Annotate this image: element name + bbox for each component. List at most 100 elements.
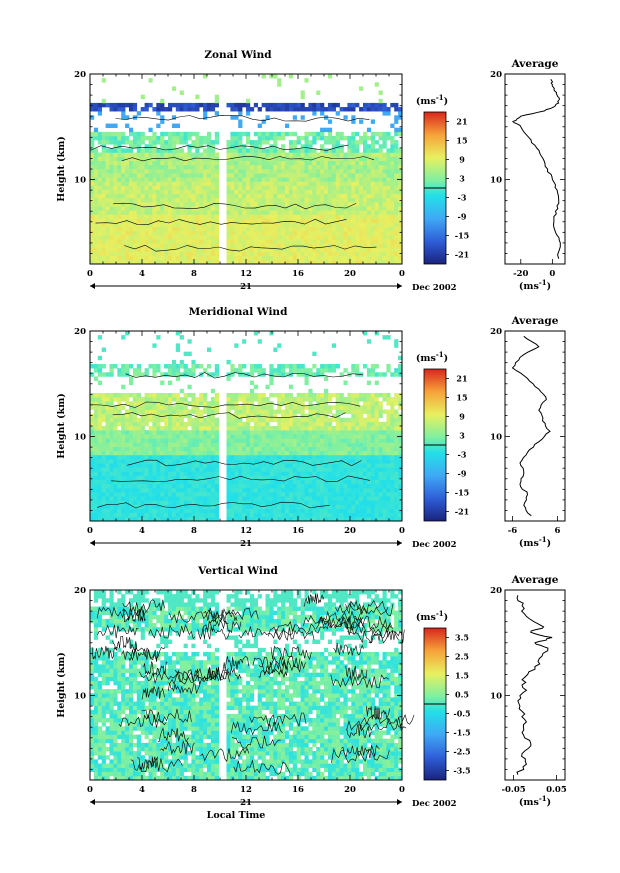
heatmap-cell [179, 202, 184, 207]
heatmap-cell [125, 500, 130, 505]
heatmap-cell [343, 496, 348, 501]
heatmap-cell [316, 90, 321, 95]
heatmap-cell [101, 185, 106, 190]
heatmap-cell [195, 148, 200, 153]
heatmap-cell [105, 496, 110, 501]
heatmap-cell [288, 512, 294, 518]
heatmap-cell [288, 218, 294, 223]
heatmap-cell [366, 152, 372, 157]
heatmap-cell [203, 401, 208, 406]
heatmap-cell [312, 512, 317, 518]
heatmap-cell [374, 251, 379, 257]
heatmap-cell [359, 226, 364, 232]
heatmap-cell [129, 226, 134, 232]
heatmap-cell [320, 450, 325, 456]
heatmap-cell [261, 202, 266, 207]
heatmap-cell [366, 496, 372, 501]
heatmap-cell [390, 239, 395, 244]
heatmap-cell [117, 235, 122, 240]
heatmap-cell [144, 479, 149, 485]
heatmap-cell [136, 230, 141, 236]
heatmap-cell [97, 247, 102, 252]
heatmap-cell [312, 434, 317, 439]
heatmap-cell [253, 405, 258, 410]
heatmap-cell [144, 251, 149, 257]
heatmap-cell [366, 475, 372, 480]
heatmap-cell [168, 500, 173, 505]
heatmap-cell [296, 173, 301, 178]
heatmap-cell [382, 438, 387, 443]
heatmap-cell [109, 107, 114, 112]
heatmap-cell [242, 450, 247, 456]
heatmap-cell [109, 251, 114, 257]
heatmap-cell [230, 259, 235, 265]
heatmap-cell [343, 475, 348, 480]
heatmap-cell [398, 259, 403, 265]
heatmap-cell [261, 74, 266, 79]
heatmap-cell [281, 144, 286, 149]
heatmap-cell [168, 206, 173, 211]
heatmap-cell [355, 243, 360, 248]
heatmap-cell [109, 405, 114, 410]
heatmap-cell [285, 214, 290, 219]
heatmap-cell [366, 463, 372, 468]
heatmap-cell [378, 438, 383, 443]
heatmap-cell [300, 479, 305, 485]
heatmap-cell [386, 417, 391, 423]
heatmap-cell [273, 413, 278, 419]
heatmap-cell [300, 144, 305, 149]
heatmap-cell [265, 197, 270, 203]
heatmap-cell [183, 450, 188, 456]
heatmap-cell [394, 500, 399, 505]
heatmap-cell [359, 135, 364, 141]
heatmap-cell [253, 463, 258, 468]
heatmap-cell [347, 148, 352, 153]
heatmap-cell [370, 210, 375, 215]
heatmap-cell [226, 210, 231, 215]
heatmap-cell [343, 255, 348, 261]
heatmap-cell [398, 438, 403, 443]
heatmap-cell [179, 239, 184, 244]
heatmap-cell [374, 181, 379, 186]
heatmap-cell [320, 156, 325, 162]
heatmap-cell [285, 202, 290, 207]
heatmap-cell [140, 177, 145, 182]
heatmap-cell [246, 405, 251, 410]
heatmap-cell [93, 177, 99, 182]
heatmap-cell [90, 417, 95, 423]
heatmap-cell [347, 508, 352, 514]
heatmap-cell [203, 140, 208, 145]
heatmap-cell [382, 487, 387, 493]
heatmap-cell [386, 230, 391, 236]
heatmap-cell [140, 135, 145, 141]
heatmap-cell [390, 160, 395, 166]
heatmap-cell [183, 459, 188, 464]
heatmap-cell [156, 450, 161, 456]
heatmap-cell [191, 102, 196, 108]
heatmap-cell [129, 210, 134, 215]
heatmap-cell [129, 417, 134, 423]
heatmap-cell [109, 500, 114, 505]
heatmap-cell [253, 259, 258, 265]
heatmap-cell [316, 426, 321, 431]
heatmap-cell [187, 454, 192, 460]
heatmap-cell [370, 492, 375, 497]
heatmap-cell [277, 156, 282, 162]
heatmap-cell [144, 230, 149, 236]
heatmap-cell [339, 459, 344, 464]
heatmap-cell [160, 467, 165, 472]
heatmap-cell [117, 417, 122, 423]
heatmap-cell [327, 243, 333, 248]
heatmap-cell [366, 421, 372, 427]
heatmap-cell [390, 193, 395, 199]
heatmap-cell [226, 434, 231, 439]
heatmap-cell [195, 516, 200, 522]
heatmap-cell [90, 189, 95, 195]
heatmap-cell [288, 102, 294, 108]
heatmap-cell [191, 259, 196, 265]
heatmap-cell [277, 222, 282, 228]
heatmap-cell [210, 483, 216, 489]
heatmap-cell [394, 243, 399, 248]
heatmap-cell [160, 148, 165, 153]
heatmap-cell [121, 259, 126, 265]
